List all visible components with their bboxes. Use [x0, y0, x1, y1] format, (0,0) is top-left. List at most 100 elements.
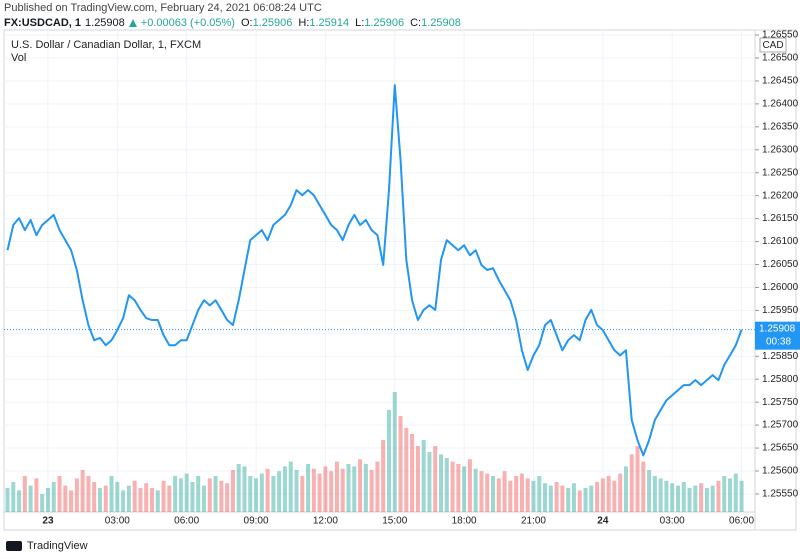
volume-bar [190, 482, 195, 512]
volume-bar [467, 459, 472, 512]
volume-bar [323, 466, 328, 512]
volume-bar [346, 464, 351, 512]
volume-bar [97, 488, 102, 512]
y-tick-label: 1.26350 [762, 121, 799, 132]
volume-bar [109, 476, 114, 512]
volume-bar [479, 471, 484, 512]
volume-bar [537, 476, 542, 512]
x-tick-label: 21:00 [521, 516, 546, 527]
volume-bar [392, 392, 397, 512]
volume-bar [710, 485, 715, 512]
volume-bar [254, 478, 259, 512]
volume-bar [699, 483, 704, 512]
y-tick-label: 1.26400 [762, 99, 799, 110]
volume-bar [421, 440, 426, 512]
volume-bar [167, 485, 172, 512]
volume-bar [473, 468, 478, 512]
volume-bar [288, 461, 293, 512]
volume-bar [334, 461, 339, 512]
x-tick-label: 03:00 [660, 516, 685, 527]
y-tick-label: 1.25800 [762, 374, 799, 385]
y-tick-label: 1.26450 [762, 76, 799, 87]
x-tick-label: 18:00 [452, 516, 477, 527]
volume-bar [259, 473, 264, 512]
y-tick-label: 1.26150 [762, 213, 799, 224]
volume-bar [560, 485, 565, 512]
volume-bar [589, 485, 594, 512]
volume-bar [675, 485, 680, 512]
volume-bar [375, 461, 380, 512]
volume-bar [652, 476, 657, 512]
y-tick-label: 1.25950 [762, 305, 799, 316]
volume-bar [641, 461, 646, 512]
volume-bar [519, 473, 524, 512]
y-tick-label: 1.25700 [762, 420, 799, 431]
volume-bar [202, 485, 207, 512]
volume-bar [508, 480, 513, 512]
ohlc: O: 1.25906 H: 1.25914 L: 1.25906 C: 1.25908 [239, 17, 461, 29]
volume-bar [739, 480, 744, 512]
volume-bar [433, 446, 438, 512]
logo-icon [6, 541, 22, 551]
x-tick-label: 03:00 [105, 516, 130, 527]
volume-bar [647, 470, 652, 512]
volume-bar [173, 476, 178, 512]
volume-bar [178, 478, 183, 512]
volume-bar [386, 410, 391, 512]
volume-bar [566, 488, 571, 512]
x-tick-label: 06:00 [174, 516, 199, 527]
volume-bar [86, 476, 91, 512]
y-tick-label: 1.25750 [762, 397, 799, 408]
x-tick-label: 09:00 [244, 516, 269, 527]
volume-bar [485, 473, 490, 512]
volume-bar [664, 480, 669, 512]
volume-bar [444, 458, 449, 512]
x-tick-label: 15:00 [382, 516, 407, 527]
volume-bar [462, 466, 467, 512]
volume-bar [600, 478, 605, 512]
volume-bar [80, 470, 85, 512]
y-tick-label: 1.26300 [762, 144, 799, 155]
volume-bar [629, 454, 634, 512]
volume-bar [155, 490, 160, 512]
ohlc-label: L: [355, 17, 365, 29]
volume-bar [514, 476, 519, 512]
volume-label: Vol [11, 52, 26, 64]
volume-bar [144, 483, 149, 512]
volume-bar [45, 488, 50, 512]
volume-bar [618, 473, 623, 512]
volume-bar [410, 434, 415, 512]
volume-bar [496, 478, 501, 512]
volume-bar [427, 452, 432, 512]
volume-bar [57, 476, 62, 512]
volume-bar [265, 468, 270, 512]
y-tick-label: 1.25850 [762, 351, 799, 362]
symbol-line: FX:USDCAD, 1 1.25908 +0.00063 (+0.05%) O… [4, 17, 461, 29]
volume-bar [207, 478, 212, 512]
volume-bar [311, 468, 316, 512]
volume-bar [704, 488, 709, 512]
volume-bar [658, 478, 663, 512]
x-tick-label: 24 [597, 516, 609, 527]
volume-bar [502, 471, 507, 512]
volume-bar [623, 466, 628, 512]
volume-bar [11, 482, 16, 512]
volume-bar [491, 476, 496, 512]
volume-bar [271, 476, 276, 512]
volume-bar [219, 480, 224, 512]
header: Published on TradingView.com, February 2… [4, 2, 461, 29]
volume-bar [22, 476, 27, 512]
volume-bar [28, 485, 33, 512]
volume-bar [612, 480, 617, 512]
y-tick-label: 1.26500 [762, 53, 799, 64]
volume-bar [693, 485, 698, 512]
volume-bar [277, 471, 282, 512]
volume-bar [404, 428, 409, 512]
volume-bar [687, 488, 692, 512]
published-line: Published on TradingView.com, February 2… [4, 2, 322, 14]
y-tick-label: 1.25550 [762, 489, 799, 500]
footer-brand: TradingView [27, 540, 88, 552]
y-tick-label: 1.25600 [762, 466, 799, 477]
volume-bar [132, 480, 137, 512]
chart-title: U.S. Dollar / Canadian Dollar, 1, FXCM [11, 39, 201, 51]
